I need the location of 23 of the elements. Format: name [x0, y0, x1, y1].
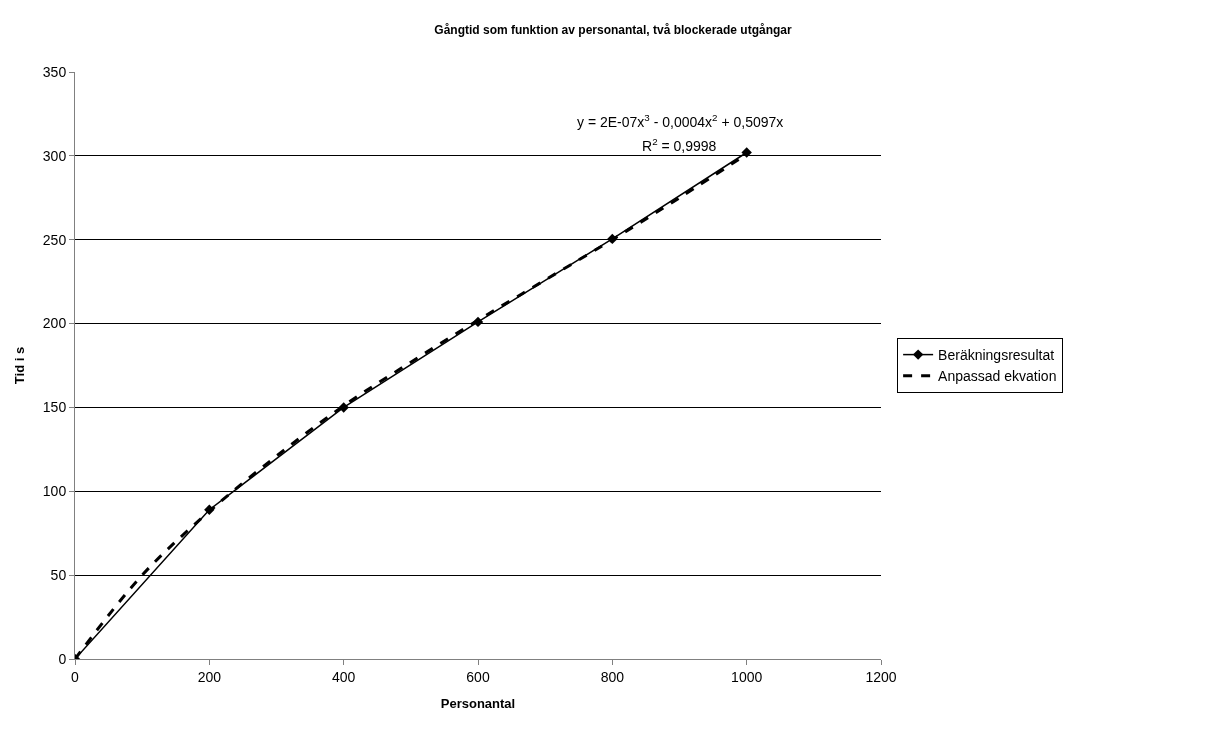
x-tick-label: 400 [331, 668, 356, 685]
x-tick-label: 1200 [865, 668, 897, 685]
point [741, 147, 752, 158]
x-tick-label: 0 [71, 668, 80, 685]
y-tick-label: 200 [42, 315, 67, 332]
y-tick-label: 250 [42, 231, 67, 248]
chart-title: Gångtid som funktion av personantal, två blockerade utgångar [434, 23, 793, 38]
legend-label: Beräkningsresultat [938, 347, 1055, 364]
y-tick-label: 150 [42, 399, 67, 416]
x-tick-label: 600 [466, 668, 490, 685]
y-tick-label: 350 [42, 63, 67, 80]
x-axis-title: Personantal [440, 696, 516, 712]
x-tick-label: 800 [600, 668, 625, 685]
annotation: R$^{2}$ = 0,9998 [642, 136, 717, 154]
legend-label: Anpassad ekvation [938, 368, 1057, 385]
x-tick-label: 200 [197, 668, 222, 685]
x-tick-label: 1000 [731, 668, 763, 685]
y-tick-label: 50 [50, 567, 67, 584]
y-tick-label: 300 [42, 147, 67, 164]
y-tick-label: 100 [42, 483, 67, 500]
y-tick-label: 0 [58, 650, 67, 667]
annotation: y = 2E-07x$^{3}$ - 0,0004x$^{2}$ + 0,5097x [577, 112, 784, 130]
y-axis-title: Tid i s [11, 346, 27, 385]
